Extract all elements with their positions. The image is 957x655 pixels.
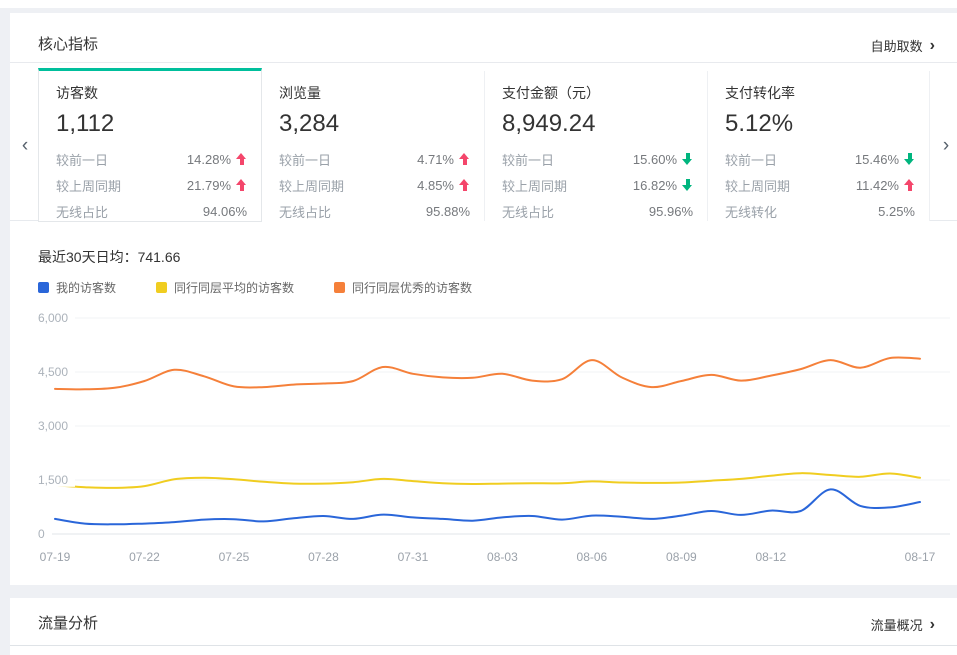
metric-row-value: 95.88%: [425, 203, 470, 219]
metric-row-value: 95.96%: [648, 203, 693, 219]
x-axis-tick: 08-17: [904, 550, 936, 564]
legend-item-peer-excellent[interactable]: 同行同层优秀的访客数: [334, 279, 472, 296]
header-divider: [10, 62, 957, 63]
x-axis-tick: 08-12: [755, 550, 787, 564]
x-axis-tick: 07-28: [308, 550, 339, 564]
y-axis-tick: 0: [38, 526, 52, 542]
metric-row-label: 较上周同期: [725, 178, 791, 194]
trend-arrow-icon: [236, 179, 247, 191]
metric-tabs-row: 访客数 1,112 较前一日 14.28% 较上周同期 21.79% 无线占比 …: [10, 68, 957, 222]
metric-row-label: 无线占比: [502, 204, 555, 220]
metric-row-label: 较上周同期: [56, 178, 122, 194]
metric-row-value: 21.79%: [187, 178, 247, 193]
tab-visitors[interactable]: 访客数 1,112 较前一日 14.28% 较上周同期 21.79% 无线占比 …: [38, 68, 262, 222]
metric-title: 支付金额（元）: [502, 85, 600, 101]
metric-row-value: 15.60%: [633, 152, 693, 167]
metric-title: 访客数: [56, 85, 98, 101]
metric-row-label: 较前一日: [279, 152, 332, 168]
y-axis-tick: 3,000: [38, 418, 76, 434]
panel-title: 流量分析: [38, 615, 99, 632]
legend-swatch-orange-icon: [334, 282, 346, 293]
metric-row-value: 11.42%: [856, 178, 915, 193]
metric-row-label: 较上周同期: [502, 178, 568, 194]
x-axis-tick: 08-09: [666, 550, 697, 564]
legend-item-my-visitors[interactable]: 我的访客数: [38, 279, 116, 296]
trend-arrow-icon: [682, 179, 693, 191]
metric-row-label: 较前一日: [502, 152, 555, 168]
previous-section-edge: [0, 0, 957, 8]
self-service-data-link[interactable]: 自助取数 ›: [871, 36, 935, 55]
metric-title: 浏览量: [279, 85, 321, 101]
carousel-next-button[interactable]: ›: [936, 133, 956, 157]
x-axis-tick: 07-25: [218, 550, 250, 564]
visitors-trend-chart[interactable]: 6,000 4,500 3,000 1,500 0 07-19 07-22 07-25 07-…: [38, 300, 950, 580]
trend-arrow-icon: [459, 179, 470, 191]
x-axis-tick: 08-03: [487, 550, 518, 564]
metric-value: 1,112: [56, 110, 115, 137]
panel-title: 核心指标: [38, 36, 99, 53]
metric-row-label: 较前一日: [56, 152, 109, 168]
traffic-overview-link[interactable]: 流量概况 ›: [871, 615, 935, 634]
trend-arrow-icon: [682, 153, 693, 165]
metric-row-value: 4.85%: [417, 178, 470, 193]
self-service-data-label: 自助取数: [870, 39, 923, 54]
traffic-analysis-panel: 流量分析 流量概况 ›: [10, 598, 957, 655]
legend-label: 同行同层平均的访客数: [174, 281, 295, 295]
tab-conversion-rate[interactable]: 支付转化率 5.12% 较前一日 15.46% 较上周同期 11.42% 无线转…: [708, 71, 930, 221]
metric-row-label: 较前一日: [725, 152, 778, 168]
metric-row-label: 无线占比: [279, 204, 332, 220]
tab-pageviews[interactable]: 浏览量 3,284 较前一日 4.71% 较上周同期 4.85% 无线占比 95…: [262, 71, 485, 221]
metric-row-label: 较上周同期: [279, 178, 345, 194]
y-axis-tick: 1,500: [38, 472, 76, 488]
metric-row-label: 无线占比: [56, 204, 109, 220]
metric-row-value: 16.82%: [633, 178, 693, 193]
trend-arrow-icon: [904, 179, 915, 191]
chart-canvas: [38, 317, 950, 535]
chevron-right-icon: ›: [929, 36, 935, 54]
x-axis-tick: 07-31: [397, 550, 429, 564]
metric-value: 5.12%: [725, 110, 794, 137]
legend-label: 同行同层优秀的访客数: [352, 281, 473, 295]
trend-arrow-icon: [904, 153, 915, 165]
carousel-prev-button[interactable]: ‹: [15, 133, 35, 157]
y-axis-tick: 6,000: [38, 310, 76, 326]
footer-divider: [10, 645, 957, 646]
y-axis-tick: 4,500: [38, 364, 76, 380]
metric-row-label: 无线转化: [725, 204, 778, 220]
tab-payment-amount[interactable]: 支付金额（元） 8,949.24 较前一日 15.60% 较上周同期 16.82…: [485, 71, 708, 221]
metric-row-value: 5.25%: [878, 203, 915, 219]
x-axis-tick: 07-19: [39, 550, 71, 564]
metric-value: 8,949.24: [502, 110, 596, 137]
metric-title: 支付转化率: [725, 85, 795, 101]
chart-legend: 我的访客数 同行同层平均的访客数 同行同层优秀的访客数: [38, 279, 472, 296]
core-metrics-panel: 核心指标 自助取数 › 访客数 1,112 较前一日 14.28% 较上周同期 …: [10, 13, 957, 585]
legend-swatch-blue-icon: [38, 282, 49, 293]
metric-value: 3,284: [279, 110, 340, 137]
x-axis-tick: 07-22: [129, 550, 160, 564]
trend-arrow-icon: [236, 153, 247, 165]
traffic-overview-label: 流量概况: [870, 618, 923, 633]
x-axis-tick: 08-06: [576, 550, 608, 564]
chart-average-title: 最近30天日均：741.66: [38, 249, 181, 265]
legend-item-peer-average[interactable]: 同行同层平均的访客数: [156, 279, 294, 296]
metric-row-value: 94.06%: [202, 203, 247, 219]
chevron-right-icon: ›: [929, 615, 935, 633]
metric-row-value: 14.28%: [187, 152, 247, 167]
metric-row-value: 4.71%: [417, 152, 470, 167]
legend-swatch-yellow-icon: [156, 282, 168, 293]
legend-label: 我的访客数: [56, 281, 117, 295]
metric-row-value: 15.46%: [855, 152, 915, 167]
trend-arrow-icon: [459, 153, 470, 165]
